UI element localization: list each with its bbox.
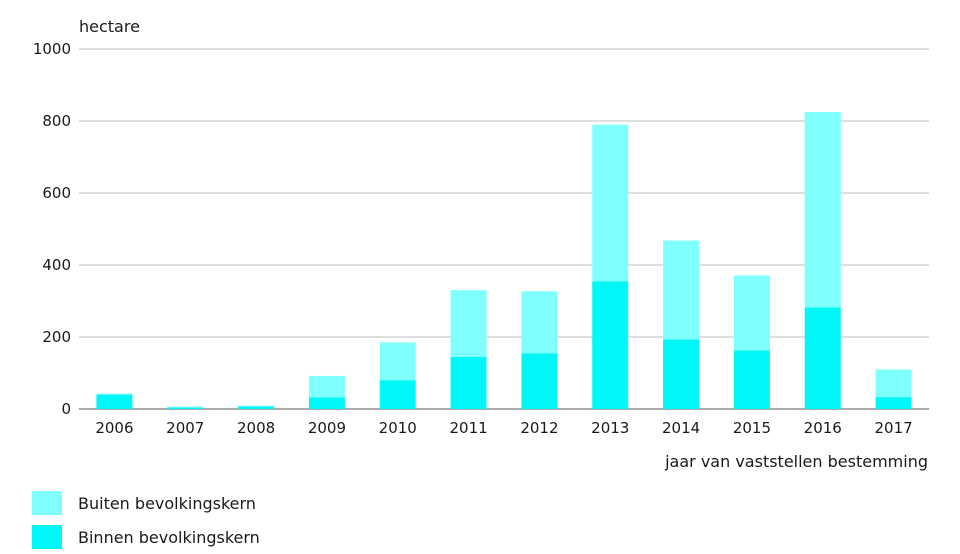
x-tick-label: 2008 — [237, 419, 275, 437]
y-tick-label: 800 — [42, 112, 71, 130]
bar-buiten-2010 — [379, 342, 416, 381]
bar-buiten-2014 — [663, 240, 700, 340]
x-tick-label: 2013 — [591, 419, 629, 437]
bar-binnen-2014 — [663, 339, 700, 409]
bar-binnen-2008 — [238, 406, 275, 409]
bar-binnen-2009 — [308, 397, 345, 409]
legend-label-buiten: Buiten bevolkingskern — [78, 493, 256, 513]
y-axis-title: hectare — [79, 17, 140, 36]
bar-binnen-2012 — [521, 353, 558, 409]
gridlines — [79, 48, 929, 410]
bar-binnen-2013 — [592, 281, 629, 409]
x-axis-ticks: 2006 2007 2008 2009 2010 2011 2012 2013 2014 2015… — [95, 419, 912, 437]
x-tick-label: 2015 — [733, 419, 771, 437]
bar-buiten-2007 — [167, 406, 204, 408]
x-tick-label: 2007 — [166, 419, 204, 437]
legend-swatch-binnen — [32, 525, 62, 549]
bar-buiten-2006 — [96, 393, 133, 395]
bar-binnen-2011 — [450, 356, 487, 409]
y-tick-label: 0 — [61, 400, 71, 418]
legend-label-binnen: Binnen bevolkingskern — [78, 527, 260, 547]
x-tick-label: 2016 — [804, 419, 842, 437]
bar-binnen-2016 — [804, 307, 841, 409]
bar-buiten-2017 — [875, 369, 912, 398]
bar-binnen-2007 — [167, 407, 204, 409]
bar-binnen-2010 — [379, 380, 416, 409]
legend-swatch-buiten — [32, 491, 62, 515]
x-tick-label: 2009 — [308, 419, 346, 437]
bar-buiten-2016 — [804, 112, 841, 308]
legend-item-buiten: Buiten bevolkingskern — [32, 486, 260, 520]
bar-binnen-2006 — [96, 394, 133, 409]
bar-buiten-2012 — [521, 291, 558, 354]
y-tick-label: 400 — [42, 256, 71, 274]
x-tick-label: 2006 — [95, 419, 133, 437]
x-tick-label: 2014 — [662, 419, 700, 437]
legend: Buiten bevolkingskern Binnen bevolkingsk… — [32, 486, 260, 554]
y-axis-ticks: 0 200 400 600 800 1000 — [33, 40, 71, 418]
y-tick-label: 1000 — [33, 40, 71, 58]
x-tick-label: 2017 — [874, 419, 912, 437]
bar-buiten-2008 — [238, 405, 275, 407]
bar-buiten-2015 — [733, 275, 770, 351]
y-tick-label: 200 — [42, 328, 71, 346]
x-tick-label: 2010 — [379, 419, 417, 437]
x-axis-title: jaar van vaststellen bestemming — [664, 452, 928, 471]
bar-binnen-2015 — [733, 350, 770, 409]
bar-buiten-2011 — [450, 290, 487, 357]
x-tick-label: 2012 — [520, 419, 558, 437]
bar-buiten-2013 — [592, 124, 629, 282]
bar-binnen-2017 — [875, 397, 912, 409]
bar-buiten-2009 — [308, 375, 345, 398]
bars — [96, 112, 912, 409]
legend-item-binnen: Binnen bevolkingskern — [32, 520, 260, 554]
y-tick-label: 600 — [42, 184, 71, 202]
x-tick-label: 2011 — [449, 419, 487, 437]
